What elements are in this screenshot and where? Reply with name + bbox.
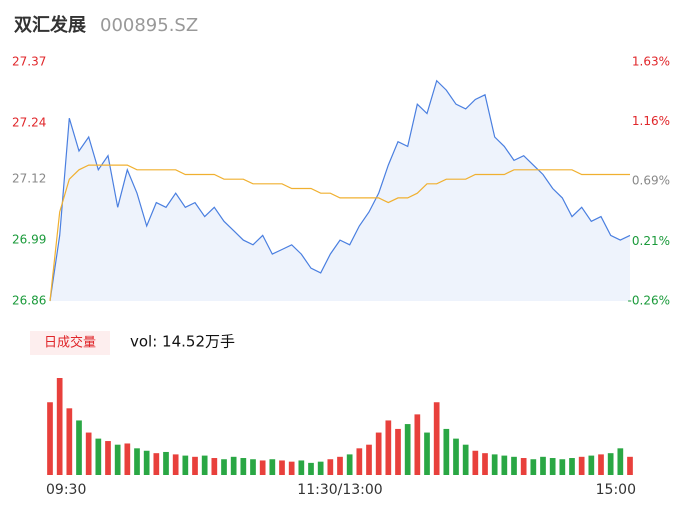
y2-tick-label: 1.63% (632, 55, 670, 69)
volume-bar (443, 428, 450, 475)
volume-bar (221, 459, 227, 475)
volume-bar (279, 460, 285, 475)
volume-bar (95, 438, 102, 475)
volume-bar (424, 432, 430, 475)
y2-tick-label: 1.16% (632, 114, 670, 128)
volume-bar (414, 414, 421, 475)
volume-bar (143, 450, 150, 475)
y2-tick-label: -0.26% (628, 294, 670, 308)
price-area (50, 80, 630, 301)
x-tick-label: 09:30 (46, 482, 86, 498)
y-tick-label: 26.99 (12, 233, 46, 247)
volume-bar (520, 458, 527, 475)
volume-bar (337, 456, 343, 475)
volume-bar (153, 453, 160, 475)
y2-tick-label: 0.21% (632, 234, 670, 248)
volume-label: vol: 14.52万手 (130, 333, 235, 351)
chart-subtitle: 000895.SZ (100, 15, 198, 36)
volume-button-bg[interactable] (30, 331, 110, 355)
volume-bar (172, 454, 179, 475)
volume-button[interactable]: 日成交量 (44, 335, 96, 351)
volume-bar (607, 453, 614, 475)
x-tick-label: 11:30/13:00 (297, 482, 382, 498)
price-line (49, 79, 631, 302)
volume-bar (569, 458, 575, 475)
volume-bar (511, 456, 517, 475)
volume-bar (385, 420, 392, 475)
volume-bar (250, 459, 256, 475)
volume-bar (559, 459, 566, 475)
volume-bar (259, 460, 266, 475)
volume-bar (433, 402, 440, 475)
volume-bar (211, 458, 218, 475)
volume-bar (598, 454, 604, 475)
volume-bar (404, 424, 411, 475)
y-tick-label: 27.12 (12, 172, 46, 186)
volume-bar (182, 455, 189, 475)
volume-bar (317, 461, 324, 475)
volume-bar (134, 448, 140, 475)
volume-bar (230, 456, 237, 475)
volume-bar (501, 455, 508, 475)
volume-bar (482, 453, 488, 475)
volume-bar (298, 460, 305, 475)
volume-bar (124, 443, 131, 475)
volume-bar (327, 459, 334, 475)
y-tick-label: 27.24 (12, 115, 46, 129)
volume-bar (549, 458, 556, 475)
volume-bar (530, 459, 537, 475)
volume-bar (540, 456, 546, 475)
volume-bar (395, 428, 401, 475)
volume-bar (85, 432, 92, 475)
y-tick-label: 27.37 (12, 55, 46, 69)
volume-bar (105, 441, 111, 475)
volume-bar (356, 448, 363, 475)
volume-bar (346, 454, 353, 475)
y2-tick-label: 0.69% (632, 173, 670, 187)
volume-bar (375, 432, 382, 475)
volume-bar (288, 461, 295, 475)
average-line (49, 164, 630, 302)
volume-bar (192, 456, 198, 475)
volume-bar (56, 378, 63, 475)
volume-bar (163, 451, 169, 475)
volume-bar (627, 456, 633, 475)
volume-bar (201, 455, 208, 475)
volume-bar (66, 408, 73, 475)
volume-bar (578, 456, 585, 475)
volume-bar (76, 420, 82, 475)
volume-bar (588, 455, 595, 475)
volume-bar (114, 444, 121, 475)
volume-bar (472, 450, 479, 475)
x-tick-label: 15:00 (596, 482, 636, 498)
volume-bar (308, 462, 314, 475)
volume-bar (491, 454, 498, 475)
volume-bar (617, 448, 624, 475)
volume-bar (269, 459, 276, 475)
volume-bar (453, 438, 459, 475)
y-tick-label: 26.86 (12, 294, 46, 308)
chart-title: 双汇发展 (14, 14, 87, 36)
volume-bar (366, 444, 372, 475)
volume-bar (240, 458, 247, 475)
volume-bar (47, 402, 53, 475)
volume-bar (462, 444, 469, 475)
